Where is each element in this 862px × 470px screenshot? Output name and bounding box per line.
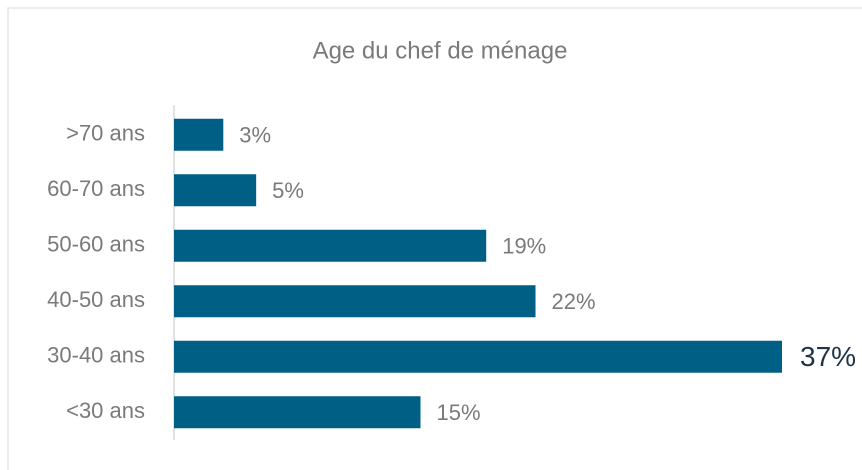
data-label: 22%	[552, 289, 596, 314]
frame	[7, 7, 862, 470]
category-label: <30 ans	[66, 398, 145, 423]
bar	[174, 396, 421, 429]
bar	[174, 229, 487, 262]
category-label: 40-50 ans	[47, 287, 145, 312]
category-label: >70 ans	[66, 121, 145, 146]
chart-title: Age du chef de ménage	[313, 37, 568, 64]
data-label: 19%	[502, 234, 546, 259]
data-label: 3%	[239, 123, 271, 148]
bar	[174, 285, 536, 318]
category-label: 30-40 ans	[47, 343, 145, 368]
bar	[174, 340, 782, 373]
data-label: 37%	[800, 341, 856, 372]
bar	[174, 174, 257, 207]
data-label: 15%	[436, 400, 480, 425]
category-label: 50-60 ans	[47, 232, 145, 257]
bar	[174, 118, 224, 151]
category-label: 60-70 ans	[47, 176, 145, 201]
data-label: 5%	[272, 178, 304, 203]
